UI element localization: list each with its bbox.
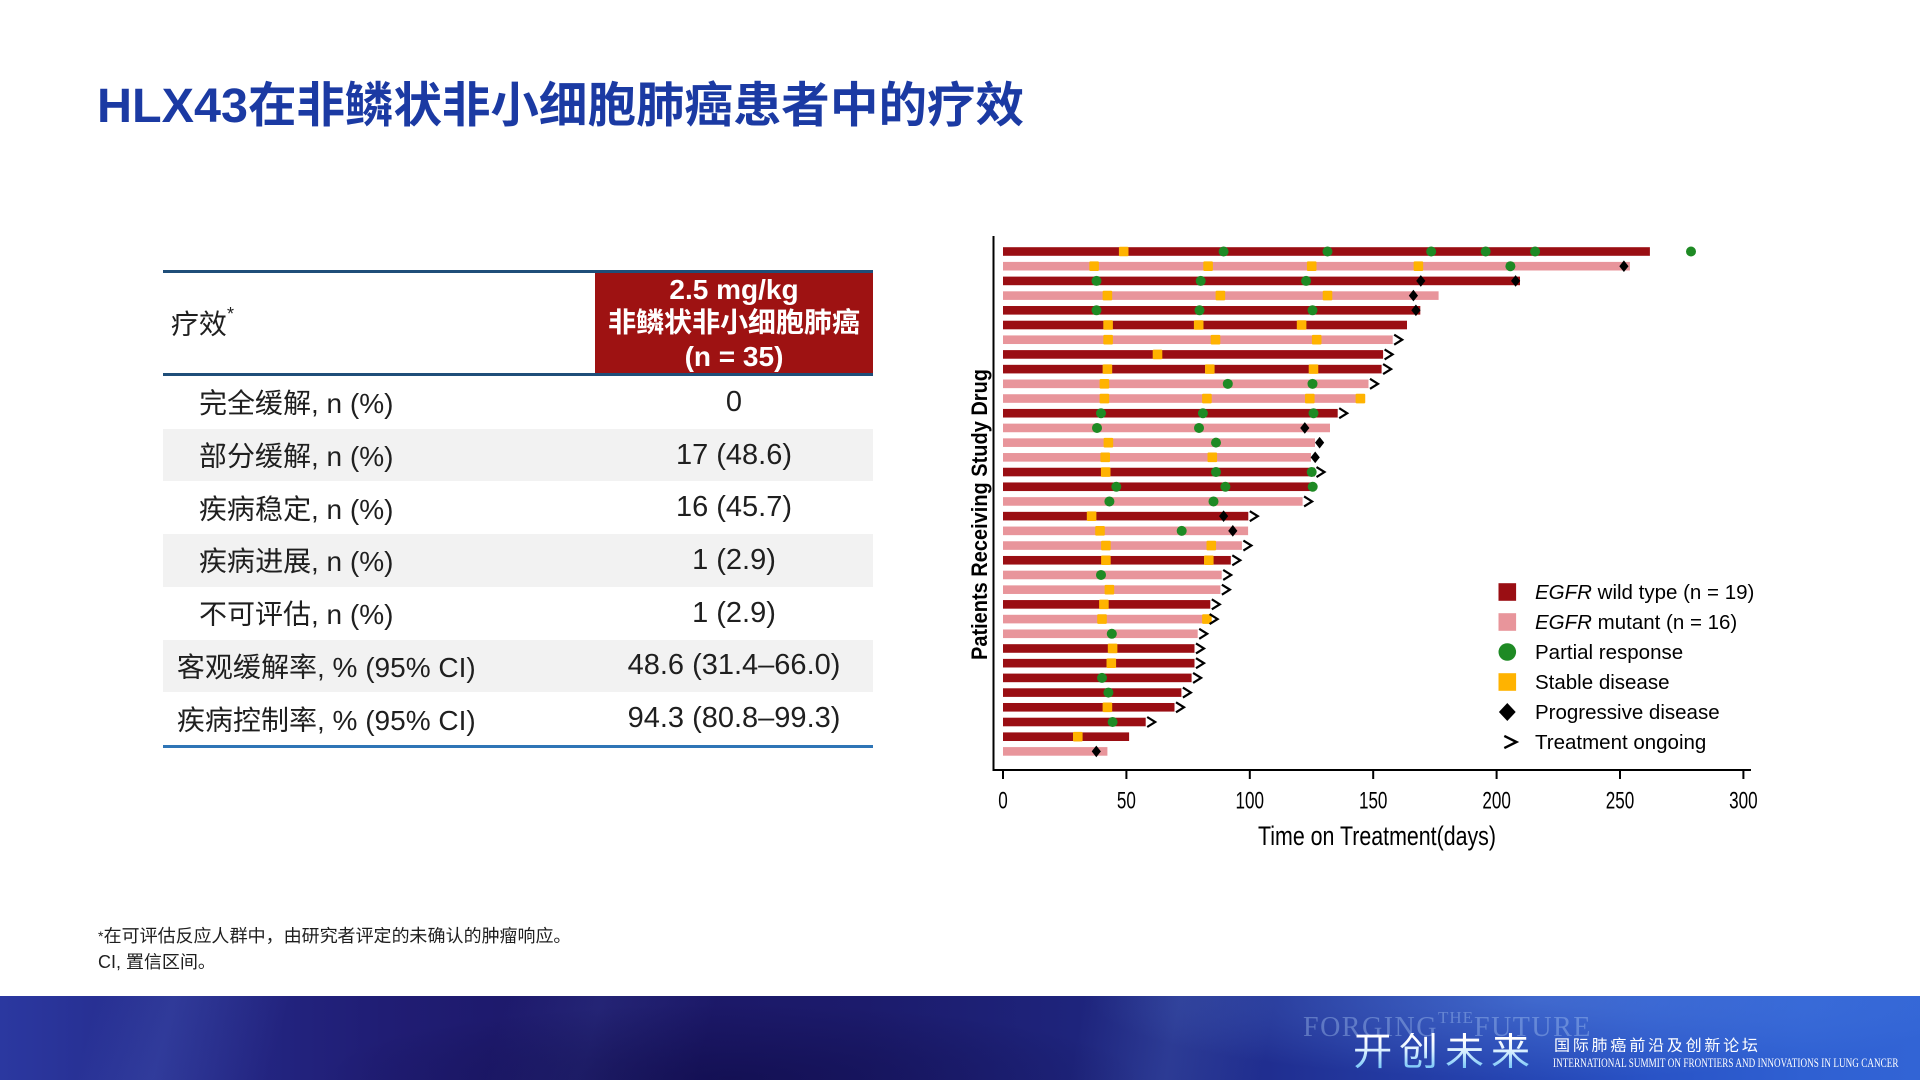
svg-text:0: 0 — [998, 788, 1008, 815]
svg-text:250: 250 — [1606, 788, 1635, 815]
svg-text:Partial response: Partial response — [1535, 641, 1683, 664]
svg-text:50: 50 — [1117, 788, 1136, 815]
svg-text:EGFR mutant (n = 16): EGFR mutant (n = 16) — [1535, 611, 1737, 634]
svg-text:100: 100 — [1236, 788, 1265, 815]
svg-text:200: 200 — [1482, 788, 1511, 815]
svg-text:150: 150 — [1359, 788, 1388, 815]
svg-text:EGFR wild type (n = 19): EGFR wild type (n = 19) — [1535, 581, 1754, 604]
svg-text:Patients Receiving Study Drug: Patients Receiving Study Drug — [967, 369, 992, 660]
svg-text:Progressive disease: Progressive disease — [1535, 701, 1720, 724]
svg-text:Time on Treatment(days): Time on Treatment(days) — [1258, 821, 1496, 851]
svg-text:Stable disease: Stable disease — [1535, 671, 1669, 694]
svg-text:Treatment ongoing: Treatment ongoing — [1535, 731, 1706, 754]
svg-text:300: 300 — [1729, 788, 1758, 815]
